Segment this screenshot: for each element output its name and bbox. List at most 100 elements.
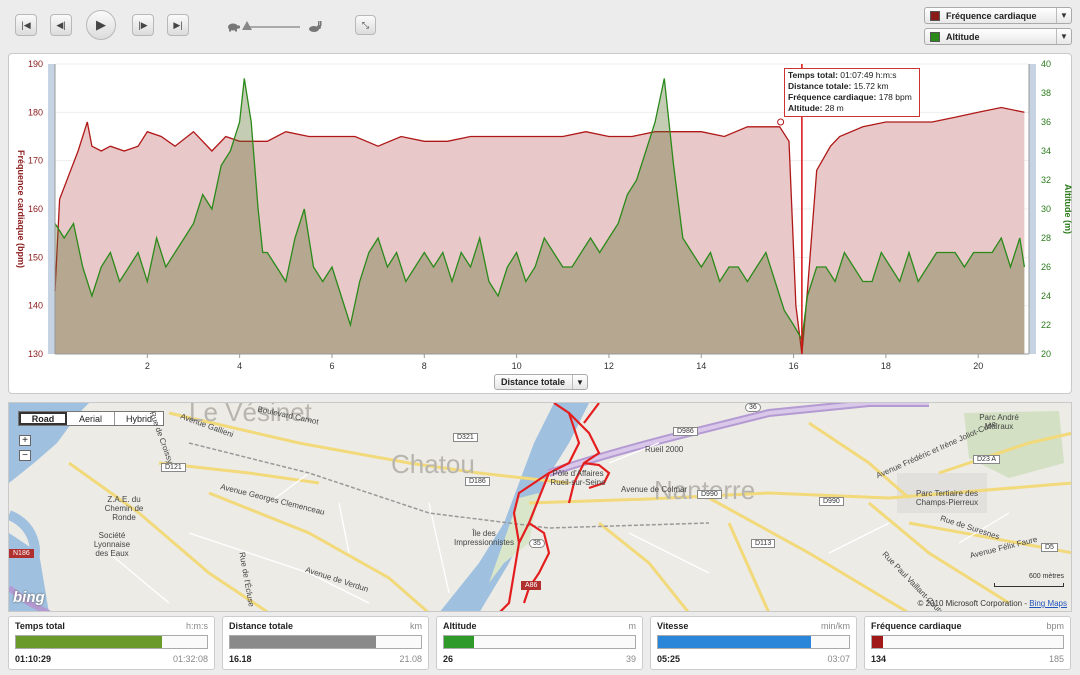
map-place-label: Le Vésinet xyxy=(189,402,312,427)
series-selector-altitude[interactable]: Altitude ▼ xyxy=(924,28,1072,45)
y-left-tick-label: 150 xyxy=(28,252,43,262)
map-place-label: Société Lyonnaise des Eaux xyxy=(93,531,131,558)
speed-track xyxy=(244,26,300,28)
bing-logo: bing xyxy=(13,589,45,606)
road-shield: D990 xyxy=(819,497,844,506)
stat-progress-track xyxy=(229,635,422,649)
tooltip-row: Fréquence cardiaque: 178 bpm xyxy=(788,92,912,102)
stat-max: 03:07 xyxy=(827,654,850,664)
series-color-swatch xyxy=(930,31,940,42)
map-road-label: Avenue de Colmar xyxy=(621,485,688,494)
x-axis-selector[interactable]: Distance totale ▼ xyxy=(494,374,588,390)
stat-altitude: Altitude m 26 39 xyxy=(436,616,643,670)
stat-unit: h:m:s xyxy=(185,621,208,631)
map-scale: 600 mètres xyxy=(994,573,1064,587)
series-color-swatch xyxy=(930,10,940,21)
stat-max: 39 xyxy=(625,654,636,664)
collapse-arrows-icon: ⤡ xyxy=(361,19,370,30)
road-shield: D113 xyxy=(751,539,776,548)
stat-total-time: Temps total h:m:s 01:10:29 01:32:08 xyxy=(8,616,215,670)
playback-toolbar: |◀ ◀| ▶ |▶ ▶| ⤡ Fréquence cardiaque ▼ Al… xyxy=(0,0,1080,52)
stat-max: 01:32:08 xyxy=(172,654,208,664)
y-right-tick-label: 22 xyxy=(1041,320,1051,330)
map-road-label: Rueil 2000 xyxy=(645,445,684,454)
tab-aerial[interactable]: Aerial xyxy=(67,412,115,425)
skip-start-button[interactable]: |◀ xyxy=(15,14,37,36)
stat-unit: min/km xyxy=(821,621,850,631)
stat-unit: m xyxy=(628,621,637,631)
y-right-tick-label: 26 xyxy=(1041,262,1051,272)
x-axis-selector-label: Distance totale xyxy=(501,377,566,387)
rabbit-icon xyxy=(309,21,322,32)
stat-value: 05:25 xyxy=(657,654,681,664)
speed-thumb[interactable] xyxy=(241,21,252,30)
x-tick-label: 8 xyxy=(422,361,427,371)
hover-marker xyxy=(777,118,785,126)
stat-max: 21.08 xyxy=(399,654,422,664)
y-left-tick-label: 130 xyxy=(28,349,43,359)
series-selector-label: Altitude xyxy=(946,31,980,42)
y-right-axis-title: Altitude (m) xyxy=(1063,184,1073,234)
chevron-down-icon: ▼ xyxy=(572,375,587,389)
skip-start-icon: |◀ xyxy=(21,19,31,30)
skip-end-icon: ▶| xyxy=(173,19,183,30)
step-forward-button[interactable]: |▶ xyxy=(132,14,154,36)
zoom-out-button[interactable]: − xyxy=(19,450,31,461)
road-shield: D986 xyxy=(673,427,698,436)
y-right-tick-label: 30 xyxy=(1041,204,1051,214)
playback-speed-slider[interactable] xyxy=(226,19,322,33)
play-button[interactable]: ▶ xyxy=(86,10,116,40)
road-shield: D990 xyxy=(697,490,722,499)
y-right-tick-label: 36 xyxy=(1041,117,1051,127)
play-icon: ▶ xyxy=(96,17,106,32)
stat-progress-fill xyxy=(230,636,377,648)
stat-label: Vitesse xyxy=(657,621,689,631)
road-shield: A86 xyxy=(521,581,542,590)
chart-panel: 130 140 150 160 170 180 190 20 22 24 26 28 30 32 34 36 3… xyxy=(8,53,1073,395)
series-selector-heart-rate[interactable]: Fréquence cardiaque ▼ xyxy=(924,7,1072,24)
x-tick-label: 2 xyxy=(145,361,150,371)
stat-heart-rate: Fréquence cardiaque bpm 134 185 xyxy=(864,616,1071,670)
x-tick-label: 4 xyxy=(237,361,242,371)
tooltip-row: Distance totale: 15.72 km xyxy=(788,81,889,91)
series-line-heart-rate xyxy=(54,106,1025,355)
stat-progress-track xyxy=(871,635,1064,649)
skip-end-button[interactable]: ▶| xyxy=(167,14,189,36)
bing-maps-link[interactable]: Bing Maps xyxy=(1029,599,1067,608)
x-tick-label: 16 xyxy=(789,361,799,371)
fullscreen-toggle-button[interactable]: ⤡ xyxy=(355,15,376,35)
stat-speed: Vitesse min/km 05:25 03:07 xyxy=(650,616,857,670)
x-tick-label: 6 xyxy=(329,361,334,371)
stat-label: Altitude xyxy=(443,621,477,631)
stat-progress-fill xyxy=(872,636,884,648)
series-area-altitude xyxy=(55,78,1025,354)
tab-road[interactable]: Road xyxy=(19,412,67,425)
step-forward-icon: |▶ xyxy=(138,19,148,30)
route-map[interactable]: Road Aerial Hybrid + − Le Vésinet Chatou… xyxy=(8,402,1072,612)
stat-value: 01:10:29 xyxy=(15,654,52,664)
road-shield: N186 xyxy=(9,549,34,558)
y-right-tick-label: 24 xyxy=(1041,291,1051,301)
map-place-label: Pôle d'Affaires Rueil-sur-Seine xyxy=(550,469,606,487)
road-shield: D186 xyxy=(465,477,490,486)
stat-unit: km xyxy=(410,621,422,631)
y-right-tick-label: 20 xyxy=(1041,349,1051,359)
map-copyright: © 2010 Microsoft Corporation - Bing Maps xyxy=(917,599,1067,608)
y-left-tick-label: 160 xyxy=(28,204,43,214)
step-back-button[interactable]: ◀| xyxy=(50,14,72,36)
chevron-down-icon: ▼ xyxy=(1056,29,1071,44)
tab-hybrid[interactable]: Hybrid xyxy=(125,413,152,424)
zoom-in-button[interactable]: + xyxy=(19,435,31,446)
stat-progress-track xyxy=(657,635,850,649)
dual-axis-chart[interactable]: 1301401501601701801902022242628303234363… xyxy=(9,54,1073,395)
stats-bar: Temps total h:m:s 01:10:29 01:32:08 Dist… xyxy=(8,616,1072,670)
y-left-tick-label: 190 xyxy=(28,59,43,69)
road-shield: 35 xyxy=(529,539,545,548)
map-place-label: Parc Tertiaire des Champs-Pierreux xyxy=(915,489,979,507)
stat-unit: bpm xyxy=(1046,621,1064,631)
chevron-down-icon: ▼ xyxy=(1056,8,1071,23)
y-left-tick-label: 140 xyxy=(28,301,43,311)
x-tick-label: 20 xyxy=(973,361,983,371)
stat-max: 185 xyxy=(1048,654,1064,664)
stat-progress-fill xyxy=(444,636,474,648)
